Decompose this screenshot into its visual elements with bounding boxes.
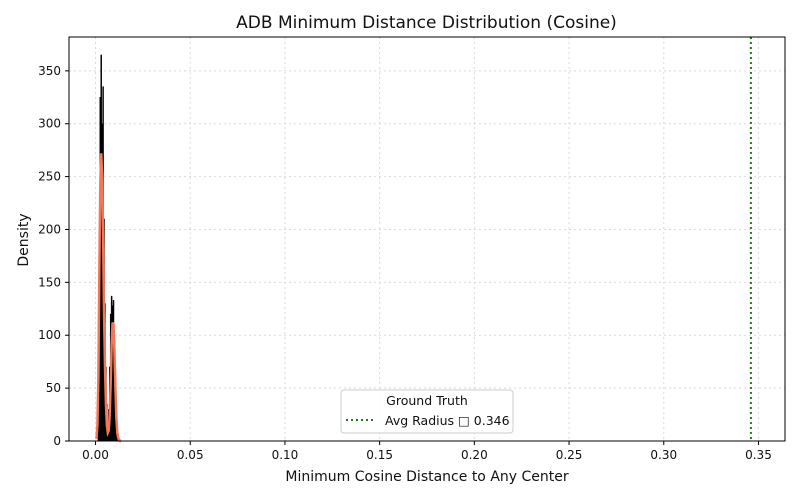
plot-frame: [68, 36, 786, 442]
legend-title: Ground Truth: [386, 393, 468, 408]
x-tick-label: 0.05: [177, 448, 204, 462]
x-tick-label: 0.20: [461, 448, 488, 462]
y-tick-label: 150: [38, 275, 61, 289]
histogram-bars: [97, 54, 121, 442]
grid: [69, 37, 785, 442]
x-tick-label: 0.25: [556, 448, 583, 462]
x-axis-ticks: 0.00 0.05 0.10 0.15 0.20 0.25 0.30 0.35: [82, 441, 772, 462]
x-tick-label: 0.35: [745, 448, 772, 462]
y-tick-label: 250: [38, 170, 61, 184]
x-tick-label: 0.10: [272, 448, 299, 462]
kde-curve: [95, 153, 122, 443]
legend-box: [340, 389, 514, 434]
legend-entry-label: Avg Radius □ 0.346: [385, 413, 510, 428]
x-axis-label: Minimum Cosine Distance to Any Center: [285, 469, 569, 485]
y-axis-label: Density: [16, 213, 32, 266]
x-tick-label: 0.30: [650, 448, 677, 462]
x-tick-label: 0.00: [82, 448, 109, 462]
y-tick-label: 200: [38, 222, 61, 236]
legend: Ground Truth Avg Radius □ 0.346: [340, 389, 514, 434]
x-tick-label: 0.15: [366, 448, 393, 462]
y-tick-label: 0: [53, 434, 61, 448]
y-tick-label: 350: [38, 64, 61, 78]
y-axis-ticks: 0 50 100 150 200 250 300 350: [38, 64, 69, 448]
y-tick-label: 300: [38, 117, 61, 131]
chart-title: ADB Minimum Distance Distribution (Cosin…: [236, 13, 617, 33]
y-tick-label: 100: [38, 328, 61, 342]
y-tick-label: 50: [46, 381, 61, 395]
